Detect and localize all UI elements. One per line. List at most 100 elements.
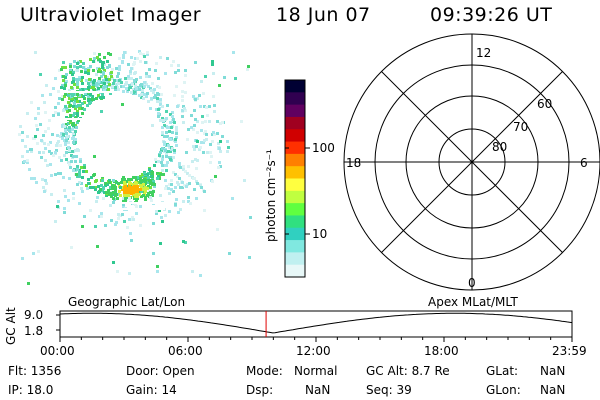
uv-pixel — [100, 110, 103, 113]
time-tick-label: 23:59 — [552, 344, 587, 358]
uv-pixel — [81, 82, 84, 85]
uv-pixel — [247, 65, 250, 68]
altitude-ylabel: GC Alt — [4, 307, 18, 345]
uv-pixel — [90, 83, 93, 86]
uv-pixel — [117, 182, 120, 185]
uv-pixel — [147, 176, 150, 179]
uv-pixel — [74, 116, 77, 119]
uv-pixel — [140, 182, 143, 185]
uv-pixel — [94, 225, 97, 228]
uv-pixel — [192, 128, 195, 131]
uv-pixel — [127, 194, 130, 197]
uv-pixel — [155, 210, 158, 213]
uv-pixel — [69, 119, 72, 122]
uv-pixel — [200, 186, 203, 189]
uv-pixel — [72, 169, 75, 172]
uv-pixel — [64, 105, 67, 108]
uv-pixel — [97, 94, 100, 97]
uv-pixel — [72, 71, 75, 74]
uv-pixel — [185, 151, 188, 154]
uv-pixel — [130, 67, 133, 70]
uv-pixel — [102, 197, 105, 200]
uv-pixel — [101, 94, 104, 97]
uv-pixel — [211, 133, 214, 136]
uv-pixel — [151, 192, 154, 195]
uv-pixel — [94, 186, 97, 189]
uv-pixel — [117, 72, 120, 75]
uv-pixel — [184, 170, 187, 173]
altitude-ytick: 9.0 — [24, 308, 44, 322]
uv-pixel — [79, 158, 82, 161]
uv-pixel — [194, 61, 197, 64]
uv-pixel — [193, 109, 196, 112]
uv-pixel — [142, 53, 145, 56]
uv-pixel — [140, 83, 143, 86]
uv-pixel — [110, 71, 113, 74]
uv-pixel — [95, 82, 98, 85]
uv-pixel — [151, 124, 154, 127]
uv-pixel — [97, 70, 100, 73]
altitude-curve — [59, 312, 573, 334]
uv-pixel — [75, 78, 78, 81]
uv-pixel — [87, 95, 90, 98]
uv-pixel — [146, 187, 149, 190]
uv-pixel — [65, 123, 68, 126]
uv-pixel — [71, 81, 74, 84]
uv-pixel — [48, 150, 51, 153]
uv-pixel — [128, 188, 131, 191]
uv-pixel — [60, 68, 63, 71]
uv-pixel — [103, 69, 106, 72]
uv-pixel — [137, 86, 140, 89]
uv-pixel — [85, 184, 88, 187]
uv-pixel — [67, 161, 70, 164]
uv-pixel — [214, 175, 217, 178]
uv-pixel — [187, 196, 190, 199]
glat-label: GLat: — [486, 364, 519, 378]
uv-pixel — [84, 92, 87, 95]
colorbar-segment — [285, 153, 305, 167]
uv-pixel — [147, 85, 150, 88]
uv-pixel — [165, 110, 168, 113]
uv-pixel — [189, 202, 192, 205]
uv-pixel — [111, 184, 114, 187]
uv-pixel — [43, 190, 46, 193]
uv-pixel — [70, 160, 73, 163]
uv-pixel — [125, 194, 128, 197]
uv-pixel — [121, 60, 124, 63]
uv-pixel — [134, 85, 137, 88]
uv-pixel — [81, 102, 84, 105]
uv-pixel — [212, 72, 215, 75]
uv-pixel — [143, 85, 146, 88]
uv-pixel — [61, 98, 64, 101]
dsp-label: Dsp: — [246, 383, 274, 397]
uv-pixel — [118, 68, 121, 71]
uv-pixel — [209, 143, 212, 146]
uv-pixel — [45, 84, 48, 87]
uv-pixel — [217, 166, 220, 169]
uv-pixel — [192, 177, 195, 180]
uv-pixel — [59, 135, 62, 138]
uv-pixel — [59, 144, 62, 147]
uv-pixel — [249, 216, 252, 219]
uv-pixel — [63, 207, 66, 210]
uv-pixel — [161, 155, 164, 158]
uv-pixel — [164, 179, 167, 182]
uv-pixel — [72, 132, 75, 135]
uv-pixel — [44, 147, 47, 150]
uv-pixel — [87, 99, 90, 102]
uv-pixel — [97, 83, 100, 86]
uv-pixel — [76, 165, 79, 168]
uv-pixel — [121, 103, 124, 106]
uv-pixel — [142, 183, 145, 186]
uv-pixel — [152, 180, 155, 183]
uv-pixel — [58, 97, 61, 100]
uv-pixel — [211, 180, 214, 183]
uv-pixel — [60, 159, 63, 162]
uv-pixel — [104, 75, 107, 78]
uv-pixel — [120, 81, 123, 84]
uv-pixel — [161, 169, 164, 172]
uv-pixel — [158, 209, 161, 212]
uv-pixel — [135, 87, 138, 90]
uv-pixel — [112, 197, 115, 200]
lat-label-70: 70 — [513, 120, 529, 134]
